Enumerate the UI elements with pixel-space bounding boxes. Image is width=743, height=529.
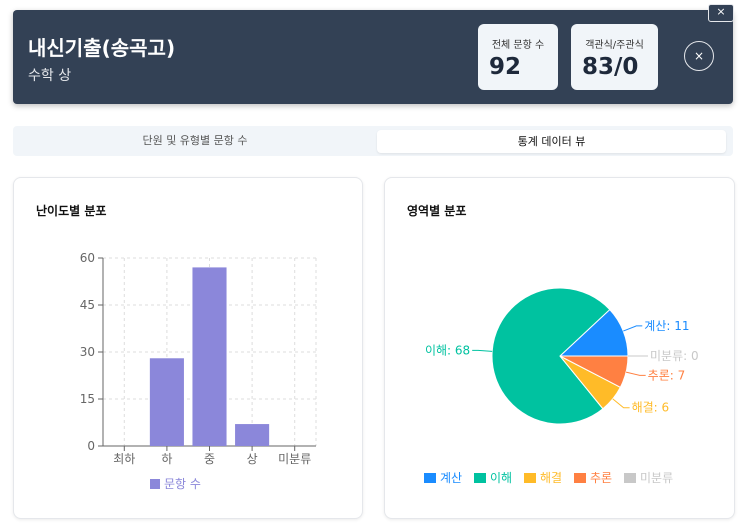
x-tick-label: 하: [161, 452, 172, 466]
dialog-close-corner-button[interactable]: ×: [708, 4, 734, 22]
legend-swatch: [424, 473, 436, 483]
pie-label: 미분류: 0: [650, 349, 699, 363]
pie-label: 계산: 11: [644, 319, 689, 333]
y-tick-label: 30: [80, 345, 95, 359]
pie-slice-이해: [491, 287, 611, 425]
y-tick-label: 0: [87, 439, 95, 453]
legend-label: 미분류: [640, 471, 673, 485]
legend-label: 해결: [540, 471, 562, 485]
legend-swatch: [624, 473, 636, 483]
stat-types-label: 객관식/주관식: [585, 40, 644, 51]
x-tick-label: 중: [204, 452, 215, 466]
x-tick-label: 최하: [113, 452, 135, 466]
legend-swatch: [574, 473, 586, 483]
pie-label: 추론: 7: [648, 368, 686, 382]
legend-label: 계산: [440, 471, 462, 485]
stat-total-label: 전체 문항 수: [491, 40, 545, 51]
y-tick-label: 60: [80, 251, 95, 265]
area-chart-card: 영역별 분포 계산: 11 이해: 68 해결: 6 추론: 7 미분류: 0 계산 이해 해…: [384, 177, 735, 519]
stat-question-types: 객관식/주관식 83/0: [571, 24, 658, 90]
area-card-title: 영역별 분포: [407, 204, 467, 218]
stat-types-value: 83/0: [582, 54, 639, 80]
x-tick-label: 미분류: [278, 452, 311, 466]
pie-label-line: [472, 349, 493, 352]
stat-total-questions: 전체 문항 수 92: [478, 24, 558, 90]
legend-swatch: [524, 473, 536, 483]
bar-중: [192, 267, 227, 446]
header-panel: 내신기출(송곡고) 수학 상 전체 문항 수 92 객관식/주관식 83/0 ×: [13, 10, 733, 104]
view-tabs: 단원 및 유형별 문항 수 통계 데이터 뷰: [13, 126, 733, 156]
pie-label: 이해: 68: [425, 343, 470, 357]
legend-label: 추론: [590, 471, 612, 485]
y-tick-label: 45: [80, 298, 95, 312]
stat-total-value: 92: [489, 54, 522, 80]
pie-label-line: [625, 371, 646, 376]
legend-swatch: [150, 479, 160, 489]
close-icon: ×: [693, 49, 705, 63]
bar-상: [235, 424, 270, 446]
close-icon: ×: [716, 5, 726, 18]
legend-swatch: [474, 473, 486, 483]
page-title: 내신기출(송곡고): [28, 36, 176, 60]
page-subtitle: 수학 상: [28, 68, 72, 84]
x-tick-label: 상: [247, 452, 258, 466]
legend-label: 이해: [490, 471, 512, 485]
legend-label: 문항 수: [164, 477, 201, 491]
area-pie-chart: 계산: 11 이해: 68 해결: 6 추론: 7 미분류: 0 계산 이해 해결 추론 미분류: [424, 287, 699, 485]
difficulty-card-title: 난이도별 분포: [36, 204, 107, 218]
y-tick-label: 15: [80, 392, 95, 406]
close-button[interactable]: ×: [684, 41, 714, 71]
pie-label: 해결: 6: [632, 401, 670, 415]
pie-label-line: [623, 325, 643, 332]
tab-unit-type-counts[interactable]: 단원 및 유형별 문항 수: [142, 134, 248, 147]
bar-하: [149, 358, 184, 446]
pie-label-line: [612, 398, 630, 409]
tab-statistics-view[interactable]: 통계 데이터 뷰: [377, 130, 726, 153]
